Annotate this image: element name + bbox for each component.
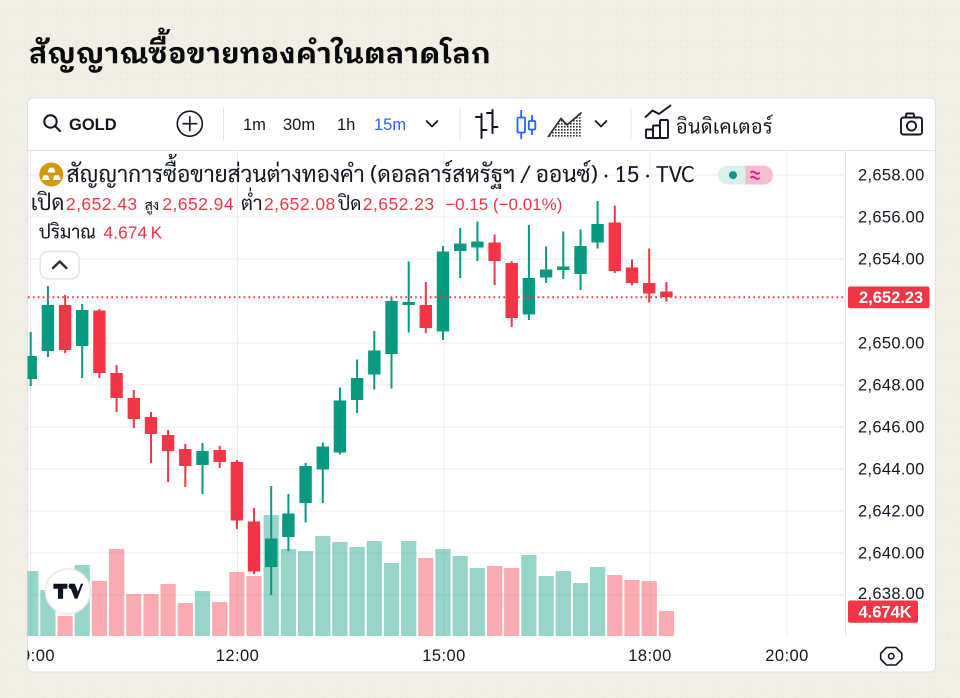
svg-text:4.674K: 4.674K <box>859 604 912 622</box>
svg-text:2,654.00: 2,654.00 <box>858 251 925 269</box>
svg-text:2,656.00: 2,656.00 <box>858 209 925 227</box>
svg-text:1h: 1h <box>337 116 355 134</box>
svg-text:2,642.00: 2,642.00 <box>858 503 925 521</box>
svg-text:2,658.00: 2,658.00 <box>858 167 925 185</box>
svg-text:−0.15 (−0.01%): −0.15 (−0.01%) <box>445 195 562 214</box>
svg-text:2,652.43: 2,652.43 <box>66 194 138 214</box>
svg-text:2,652.94: 2,652.94 <box>162 194 234 214</box>
svg-text:30m: 30m <box>283 116 315 134</box>
svg-text:15:00: 15:00 <box>422 647 466 665</box>
svg-text:20:00: 20:00 <box>765 647 809 665</box>
svg-text:2,652.23: 2,652.23 <box>363 194 435 214</box>
svg-text:15m: 15m <box>374 116 406 134</box>
svg-text:2,650.00: 2,650.00 <box>858 335 925 353</box>
svg-text:1m: 1m <box>243 116 266 134</box>
svg-text:2,640.00: 2,640.00 <box>858 545 925 563</box>
svg-text:2,648.00: 2,648.00 <box>858 377 925 395</box>
svg-text:18:00: 18:00 <box>628 647 672 665</box>
svg-text:2,644.00: 2,644.00 <box>858 461 925 479</box>
svg-text:2,652.23: 2,652.23 <box>859 289 923 307</box>
svg-text:2,646.00: 2,646.00 <box>858 419 925 437</box>
svg-text:GOLD: GOLD <box>69 116 117 134</box>
svg-text:9:00: 9:00 <box>21 647 55 665</box>
svg-text:12:00: 12:00 <box>216 647 260 665</box>
svg-text:2,638.00: 2,638.00 <box>858 585 925 603</box>
svg-text:4.674 K: 4.674 K <box>103 222 162 242</box>
svg-text:2,652.08: 2,652.08 <box>264 194 336 214</box>
